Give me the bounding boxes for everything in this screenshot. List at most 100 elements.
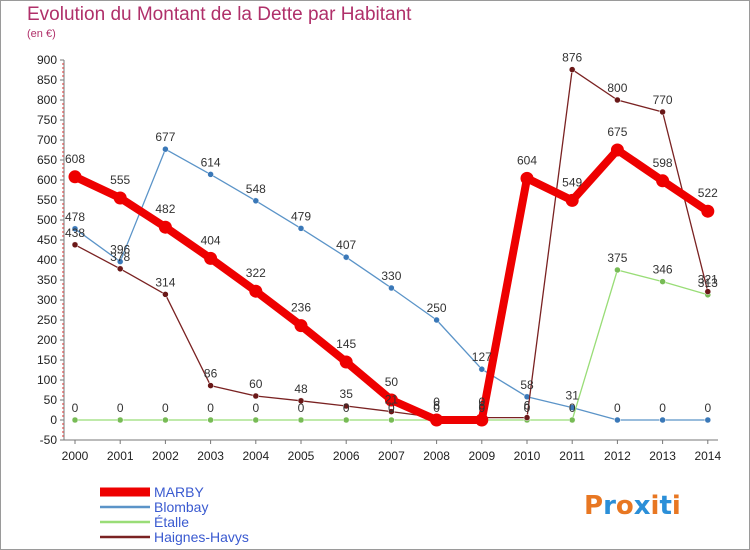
data-label: 555 (110, 173, 130, 187)
data-label: 0 (478, 401, 485, 415)
logo-letter: x (633, 491, 651, 521)
data-point (116, 258, 124, 265)
data-point (252, 392, 260, 400)
data-label: 549 (562, 175, 582, 189)
data-point (614, 96, 621, 104)
y-tick-label: 800 (37, 93, 57, 107)
data-label: 598 (653, 156, 673, 170)
data-point (704, 416, 712, 424)
data-point (475, 413, 489, 427)
y-tick-label: 300 (37, 293, 57, 307)
legend-label: Étalle (154, 514, 189, 530)
data-label: 48 (294, 382, 308, 396)
data-label: 6 (478, 399, 485, 413)
legend-label: Haignes-Havys (154, 529, 249, 545)
data-point (342, 253, 350, 261)
data-point (388, 416, 395, 424)
y-tick-label: 900 (37, 53, 57, 67)
y-tick-label: -50 (40, 433, 58, 447)
y-tick-label: 0 (50, 413, 57, 427)
data-label: 608 (65, 152, 85, 166)
data-label: 0 (614, 401, 621, 415)
data-point (113, 191, 127, 205)
data-point (207, 171, 214, 178)
y-tick-label: 600 (37, 173, 57, 187)
data-label: 0 (478, 395, 485, 409)
data-point (71, 241, 79, 249)
data-label: 330 (381, 269, 401, 283)
data-label: 0 (659, 401, 666, 415)
logo-letter: i (650, 491, 660, 521)
x-tick-label: 2003 (197, 449, 224, 463)
data-label: 0 (117, 401, 124, 415)
data-point (297, 225, 305, 232)
data-label: 396 (110, 243, 130, 257)
data-label: 0 (162, 401, 169, 415)
data-label: 614 (201, 155, 221, 169)
data-label: 250 (427, 301, 447, 315)
x-tick-label: 2013 (649, 449, 676, 463)
y-tick-label: 400 (37, 253, 57, 267)
data-label: 35 (340, 387, 354, 401)
legend-item: Haignes-Havys (100, 529, 249, 545)
x-tick-label: 2009 (468, 449, 495, 463)
data-point (523, 414, 531, 421)
x-tick-label: 2000 (62, 449, 89, 463)
data-label: 482 (155, 202, 175, 216)
data-label: 479 (291, 209, 311, 223)
series-blombay (71, 145, 712, 424)
data-label: 0 (433, 401, 440, 415)
logo-letter: o (615, 491, 634, 521)
y-tick-label: 150 (37, 353, 57, 367)
legend-item: Blombay (100, 499, 208, 515)
logo-letter: P (584, 491, 604, 521)
data-label: 0 (388, 401, 395, 415)
y-tick-label: 200 (37, 333, 57, 347)
data-point (610, 143, 624, 157)
y-tick-label: 350 (37, 273, 57, 287)
data-point (433, 316, 440, 324)
y-tick-label: 450 (37, 233, 57, 247)
data-label: 478 (65, 210, 85, 224)
series-marby (68, 143, 715, 427)
data-label: 236 (291, 301, 311, 315)
y-tick-label: 750 (37, 113, 57, 127)
data-label: 314 (155, 275, 175, 289)
data-point (252, 416, 260, 424)
data-point (339, 355, 353, 369)
data-point (388, 284, 395, 292)
legend-label: Blombay (154, 499, 208, 515)
data-label: 675 (607, 125, 627, 139)
data-point (659, 278, 666, 285)
data-label: 438 (65, 226, 85, 240)
data-point (116, 416, 124, 424)
chart-title: Evolution du Montant de la Dette par Hab… (27, 4, 412, 25)
data-label: 322 (246, 266, 266, 280)
x-tick-label: 2007 (378, 449, 405, 463)
data-point (297, 397, 305, 405)
data-point (162, 416, 169, 424)
data-label: 0 (704, 401, 711, 415)
data-point (249, 284, 263, 298)
data-point (568, 416, 576, 424)
data-label: 770 (653, 93, 673, 107)
x-tick-label: 2010 (514, 449, 541, 463)
data-point (614, 266, 621, 274)
data-point (68, 170, 82, 184)
data-point (162, 291, 169, 298)
y-tick-label: 500 (37, 213, 57, 227)
data-label: 313 (698, 276, 718, 290)
data-label: 0 (524, 401, 531, 415)
data-label: 145 (336, 337, 356, 351)
x-tick-label: 2005 (288, 449, 315, 463)
legend-label: MARBY (154, 484, 204, 500)
data-point (342, 402, 350, 410)
data-point (568, 66, 576, 73)
data-label: 404 (201, 233, 221, 247)
x-tick-label: 2011 (559, 449, 585, 463)
series-layer (68, 66, 715, 427)
y-tick-label: 100 (37, 373, 57, 387)
axes: -500501001502002503003504004505005506006… (37, 53, 722, 463)
data-point (704, 288, 712, 295)
